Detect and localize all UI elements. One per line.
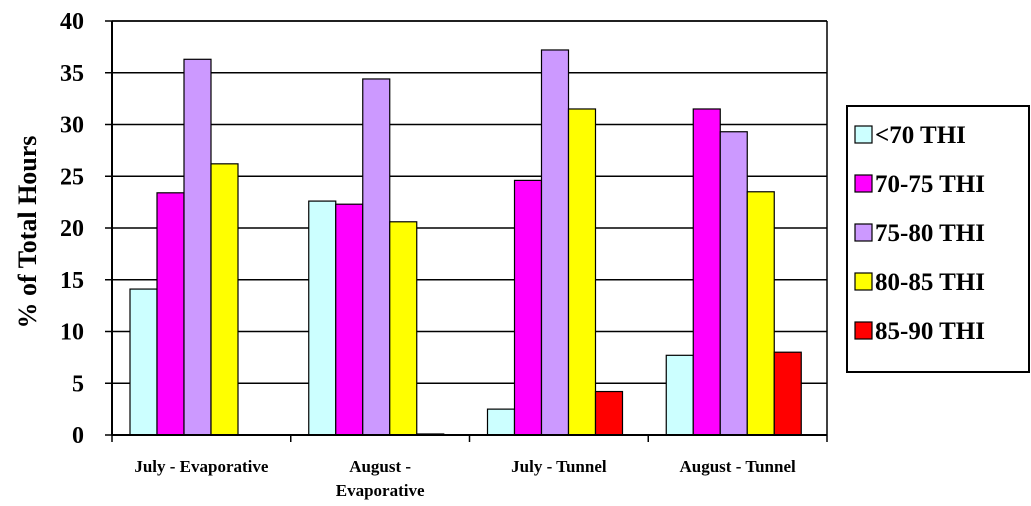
y-tick-label: 30	[60, 113, 84, 139]
legend-swatch	[854, 272, 873, 291]
y-tick-labels: 0 5 10 15 20 25 30 35 40	[60, 9, 84, 449]
bar	[719, 131, 748, 436]
bar	[594, 390, 624, 436]
category-label: August -	[349, 457, 411, 476]
legend-label: 85-90 THI	[875, 318, 985, 345]
bar	[183, 58, 212, 436]
bar	[486, 408, 516, 436]
y-tick-label: 0	[72, 423, 84, 449]
bars	[129, 49, 802, 436]
category-labels: July - Evaporative August - Evaporative Jul…	[134, 457, 796, 500]
bar	[773, 351, 802, 436]
legend-swatch	[854, 321, 873, 340]
bar	[692, 108, 721, 436]
y-tick-label: 35	[60, 61, 84, 87]
bar	[335, 203, 364, 436]
bar	[129, 288, 158, 436]
bar	[308, 200, 337, 436]
y-tick-label: 40	[60, 9, 84, 35]
bar	[210, 163, 239, 436]
bar	[389, 221, 418, 436]
bar	[156, 192, 185, 436]
category-label: July - Evaporative	[134, 457, 269, 476]
y-tick-label: 15	[60, 268, 84, 294]
y-tick-label: 25	[60, 164, 84, 190]
y-axis-label: % of Total Hours	[13, 136, 42, 329]
bar	[567, 108, 597, 436]
legend-swatch	[854, 174, 873, 193]
y-tick-label: 10	[60, 320, 84, 346]
legend-label: 75-80 THI	[875, 220, 985, 247]
bar	[540, 49, 570, 436]
legend-label: 70-75 THI	[875, 171, 985, 198]
category-label: Evaporative	[336, 481, 425, 500]
bar	[513, 179, 543, 436]
bar	[746, 191, 775, 436]
legend-label: <70 THI	[875, 122, 966, 149]
bar	[665, 354, 694, 436]
legend-swatch	[854, 223, 873, 242]
legend-box	[846, 105, 1030, 373]
legend-swatch	[854, 125, 873, 144]
y-tick-label: 20	[60, 216, 84, 242]
legend-label: 80-85 THI	[875, 269, 985, 296]
category-label: July - Tunnel	[511, 457, 607, 476]
axes	[105, 20, 828, 442]
category-label: August - Tunnel	[680, 457, 797, 476]
y-tick-label: 5	[72, 371, 84, 397]
bar	[362, 78, 391, 436]
legend: <70 THI 70-75 THI 75-80 THI 80-85 THI 85-90 …	[846, 105, 1030, 373]
